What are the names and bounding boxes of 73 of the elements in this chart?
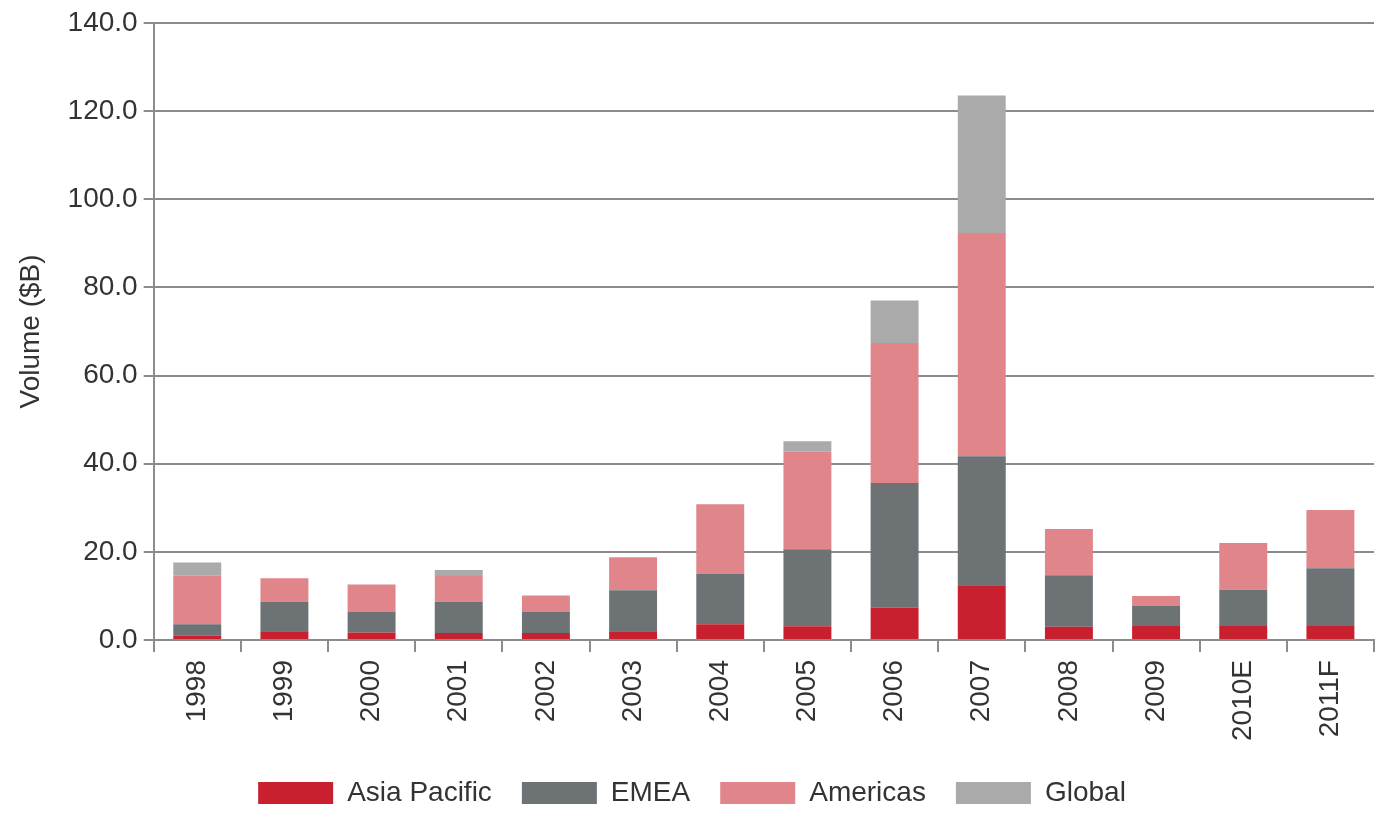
bar xyxy=(521,632,570,640)
bar xyxy=(609,557,658,591)
bar xyxy=(783,549,832,627)
bar xyxy=(1132,625,1181,640)
x-tick-label: 1999 xyxy=(267,660,299,723)
bar xyxy=(957,456,1006,586)
x-tick-label: 2005 xyxy=(790,660,822,723)
y-axis-title: Volume ($B) xyxy=(13,254,45,409)
legend-label: EMEA xyxy=(610,775,691,807)
bar xyxy=(870,607,919,640)
bar xyxy=(434,601,483,633)
bar xyxy=(347,584,396,612)
bar xyxy=(609,590,658,632)
x-tick-label: 2009 xyxy=(1138,660,1170,723)
bar xyxy=(260,631,309,640)
bar xyxy=(870,300,919,343)
bar xyxy=(173,624,222,636)
x-tick-label: 2006 xyxy=(877,660,909,723)
bar xyxy=(1219,625,1268,640)
bar xyxy=(1219,589,1268,626)
bar xyxy=(696,624,745,640)
bar xyxy=(347,611,396,633)
bar xyxy=(434,569,483,577)
y-tick-label: 20.0 xyxy=(83,534,138,566)
bar xyxy=(1306,568,1355,626)
bar xyxy=(957,233,1006,457)
bar xyxy=(1306,625,1355,640)
bar xyxy=(957,585,1006,640)
x-tick-label: 2002 xyxy=(528,660,560,723)
y-tick-label: 0.0 xyxy=(98,622,138,654)
bar xyxy=(1044,528,1093,576)
legend-label: Global xyxy=(1044,775,1126,807)
x-tick-label: 2008 xyxy=(1051,660,1083,723)
y-tick-label: 140.0 xyxy=(67,5,138,37)
bar xyxy=(1306,509,1355,569)
bar xyxy=(696,573,745,625)
bar xyxy=(870,342,919,484)
y-tick-label: 120.0 xyxy=(67,93,138,125)
x-tick-label: 2011F xyxy=(1313,660,1345,738)
bar xyxy=(1132,606,1181,626)
bar xyxy=(957,95,1006,234)
bar xyxy=(434,576,483,602)
x-tick-label: 1998 xyxy=(179,660,211,723)
bar xyxy=(783,626,832,640)
bar xyxy=(870,483,919,608)
bar xyxy=(1219,543,1268,590)
bar xyxy=(696,504,745,574)
bar xyxy=(173,575,222,625)
bar xyxy=(434,632,483,640)
y-tick-label: 40.0 xyxy=(83,446,138,478)
y-tick-label: 100.0 xyxy=(67,181,138,213)
bar xyxy=(347,632,396,640)
bar xyxy=(783,441,832,452)
y-tick-label: 60.0 xyxy=(83,358,138,390)
bar xyxy=(1132,595,1181,607)
x-tick-label: 2001 xyxy=(441,660,473,723)
bar xyxy=(521,611,570,633)
bar xyxy=(1044,575,1093,627)
bar xyxy=(1044,626,1093,640)
x-tick-label: 2010E xyxy=(1225,660,1257,741)
bar xyxy=(260,578,309,602)
x-tick-label: 2007 xyxy=(964,660,996,723)
x-tick-label: 2004 xyxy=(702,660,734,723)
legend-label: Asia Pacific xyxy=(347,775,492,807)
bar xyxy=(173,562,222,576)
bar xyxy=(783,451,832,550)
bar xyxy=(260,601,309,632)
bar xyxy=(609,631,658,640)
x-tick-label: 2003 xyxy=(615,660,647,723)
y-tick-label: 80.0 xyxy=(83,270,138,302)
x-tick-label: 2000 xyxy=(354,660,386,723)
legend-label: Americas xyxy=(809,775,926,807)
bar xyxy=(521,595,570,612)
